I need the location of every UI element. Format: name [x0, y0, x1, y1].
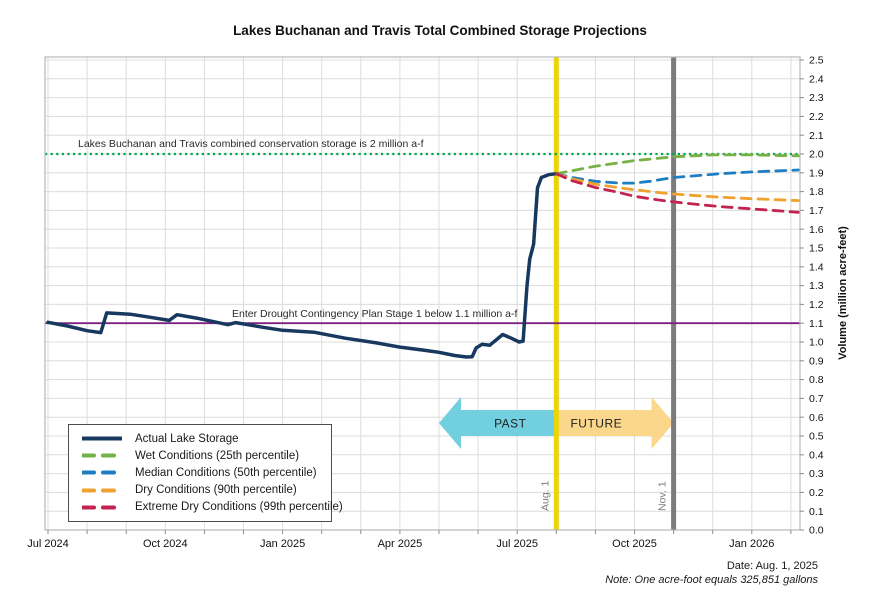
chart-title: Lakes Buchanan and Travis Total Combined… — [233, 23, 647, 38]
legend-label: Extreme Dry Conditions (99th percentile) — [135, 501, 343, 514]
conservation-annotation: Lakes Buchanan and Travis combined conse… — [78, 138, 424, 150]
y-tick-label: 1.8 — [809, 186, 824, 198]
y-tick-label: 0.5 — [809, 431, 824, 443]
past-arrow-label: PAST — [494, 417, 527, 431]
y-tick-label: 2.0 — [809, 149, 824, 161]
event-label-2: Nov. 1 — [657, 481, 669, 511]
y-tick-label: 0.2 — [809, 487, 824, 499]
y-tick-label: 2.2 — [809, 111, 824, 123]
legend-label: Median Conditions (50th percentile) — [135, 466, 317, 479]
drought-annotation: Enter Drought Contingency Plan Stage 1 b… — [232, 308, 517, 320]
legend-item-4: Dry Conditions (90th percentile) — [69, 484, 331, 496]
y-tick-label: 1.6 — [809, 224, 824, 236]
x-tick-label: Oct 2024 — [143, 538, 188, 550]
y-tick-label: 0.9 — [809, 355, 824, 367]
legend-line-sample — [82, 505, 122, 510]
y-tick-label: 0.4 — [809, 449, 824, 461]
x-tick-label: Jan 2026 — [729, 538, 774, 550]
x-tick-label: Jul 2024 — [27, 538, 69, 550]
legend-label: Wet Conditions (25th percentile) — [135, 449, 300, 462]
legend-line-sample — [82, 470, 122, 475]
footer-date: Date: Aug. 1, 2025 — [726, 560, 818, 572]
legend-line-sample — [82, 453, 122, 458]
future-arrow — [556, 397, 674, 449]
y-tick-label: 1.1 — [809, 318, 824, 330]
y-axis-title: Volume (million acre-feet) — [837, 226, 849, 360]
y-tick-label: 0.8 — [809, 374, 824, 386]
y-tick-label: 0.1 — [809, 506, 824, 518]
y-tick-label: 1.4 — [809, 261, 824, 273]
y-tick-label: 1.7 — [809, 205, 824, 217]
legend-item-1: Actual Lake Storage — [69, 433, 331, 445]
series-wet-conditions-25th-percentile- — [554, 153, 801, 176]
x-tick-label: Oct 2025 — [612, 538, 657, 550]
legend-line-sample — [82, 488, 122, 493]
event-label-1: Aug. 1 — [539, 480, 551, 511]
y-tick-label: 1.5 — [809, 243, 824, 255]
y-tick-label: 1.0 — [809, 337, 824, 349]
legend-label: Dry Conditions (90th percentile) — [135, 484, 297, 497]
footer: Date: Aug. 1, 2025 Note: One acre-foot e… — [605, 559, 818, 587]
y-tick-label: 1.3 — [809, 280, 824, 292]
legend-item-2: Wet Conditions (25th percentile) — [69, 450, 331, 462]
series-median-conditions-50th-percentile- — [554, 168, 801, 185]
plot-border — [44, 56, 801, 531]
y-tick-label: 0.3 — [809, 468, 824, 480]
legend-item-5: Extreme Dry Conditions (99th percentile) — [69, 501, 343, 513]
y-tick-label: 2.5 — [809, 55, 824, 67]
past-arrow — [439, 397, 557, 449]
footer-note: Note: One acre-foot equals 325,851 gallo… — [605, 574, 818, 586]
y-tick-label: 0.7 — [809, 393, 824, 405]
x-tick-label: Jul 2025 — [496, 538, 538, 550]
legend: Actual Lake Storage Wet Conditions (25th … — [68, 424, 343, 522]
series-extreme-dry-conditions-99th-percentile- — [554, 172, 801, 214]
y-tick-label: 0.0 — [809, 525, 824, 537]
legend-item-3: Median Conditions (50th percentile) — [69, 467, 331, 479]
x-tick-label: Apr 2025 — [378, 538, 423, 550]
y-tick-label: 1.9 — [809, 167, 824, 179]
x-tick-label: Jan 2025 — [260, 538, 305, 550]
series-dry-conditions-90th-percentile- — [554, 172, 801, 202]
y-tick-label: 2.1 — [809, 130, 824, 142]
series-actual-lake-storage — [46, 171, 559, 359]
y-tick-label: 1.2 — [809, 299, 824, 311]
y-tick-label: 2.3 — [809, 92, 824, 104]
y-tick-label: 0.6 — [809, 412, 824, 424]
future-arrow-label: FUTURE — [570, 417, 622, 431]
legend-line-sample — [82, 436, 122, 441]
y-tick-label: 2.4 — [809, 73, 824, 85]
legend-label: Actual Lake Storage — [135, 432, 239, 445]
